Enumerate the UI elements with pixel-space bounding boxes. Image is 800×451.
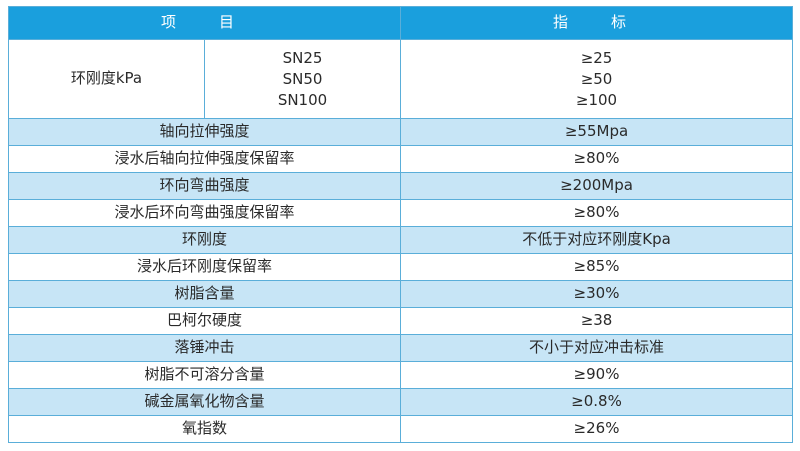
row-item: 轴向拉伸强度	[7, 118, 402, 146]
table-row: 浸水后环向弯曲强度保留率 ≥80%	[7, 199, 794, 227]
ring-stiffness-label: 环刚度kPa	[8, 39, 205, 119]
table-row: 树脂含量 ≥30%	[7, 280, 794, 308]
grade-sn25: SN25	[282, 48, 323, 67]
row-value: 不小于对应冲击标准	[400, 334, 794, 362]
row-item: 碱金属氧化物含量	[7, 388, 402, 416]
row-item: 巴柯尔硬度	[7, 307, 402, 335]
spec-table: 项 目 指 标 环刚度kPa SN25 SN50 SN100 ≥25 ≥50 ≥…	[7, 6, 794, 443]
row-value: ≥85%	[400, 253, 794, 281]
value-sn25: ≥25	[580, 48, 613, 67]
row-item: 落锤冲击	[7, 334, 402, 362]
row-value: ≥90%	[400, 361, 794, 389]
grade-sn100: SN100	[277, 90, 328, 109]
row-item: 树脂不可溶分含量	[7, 361, 402, 389]
header-item: 项 目	[7, 6, 402, 40]
header-index: 指 标	[400, 6, 794, 40]
table-row: 环向弯曲强度 ≥200Mpa	[7, 172, 794, 200]
row-item: 浸水后环向弯曲强度保留率	[7, 199, 402, 227]
value-sn50: ≥50	[580, 69, 613, 88]
grade-sn50: SN50	[282, 69, 323, 88]
table-row: 落锤冲击 不小于对应冲击标准	[7, 334, 794, 362]
ring-stiffness-grades: SN25 SN50 SN100	[203, 39, 402, 119]
row-value: ≥0.8%	[400, 388, 794, 416]
row-value: ≥30%	[400, 280, 794, 308]
row-item: 氧指数	[7, 415, 402, 443]
table-row: 轴向拉伸强度 ≥55Mpa	[7, 118, 794, 146]
table-row: 浸水后轴向拉伸强度保留率 ≥80%	[7, 145, 794, 173]
value-sn100: ≥100	[575, 90, 618, 109]
row-value: 不低于对应环刚度Kpa	[400, 226, 794, 254]
table-row: 浸水后环刚度保留率 ≥85%	[7, 253, 794, 281]
row-item: 浸水后轴向拉伸强度保留率	[7, 145, 402, 173]
row-value: ≥55Mpa	[400, 118, 794, 146]
table-row: 碱金属氧化物含量 ≥0.8%	[7, 388, 794, 416]
table-row: 环刚度 不低于对应环刚度Kpa	[7, 226, 794, 254]
row-value: ≥200Mpa	[400, 172, 794, 200]
row-value: ≥80%	[400, 199, 794, 227]
row-item: 树脂含量	[7, 280, 402, 308]
row-item: 浸水后环刚度保留率	[7, 253, 402, 281]
ring-stiffness-values: ≥25 ≥50 ≥100	[400, 39, 794, 119]
table-row: 树脂不可溶分含量 ≥90%	[7, 361, 794, 389]
row-value: ≥80%	[400, 145, 794, 173]
table-row: 氧指数 ≥26%	[7, 415, 794, 443]
row-value: ≥38	[400, 307, 794, 335]
row-item: 环刚度	[7, 226, 402, 254]
row-item: 环向弯曲强度	[7, 172, 402, 200]
row-value: ≥26%	[400, 415, 794, 443]
table-row: 巴柯尔硬度 ≥38	[7, 307, 794, 335]
header-row: 项 目 指 标	[7, 6, 794, 40]
ring-stiffness-row: 环刚度kPa SN25 SN50 SN100 ≥25 ≥50 ≥100	[8, 39, 794, 119]
